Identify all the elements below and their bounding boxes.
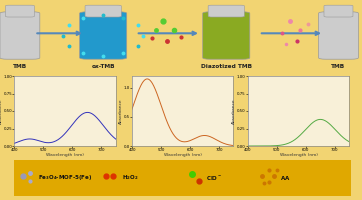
Text: $\mathbf{Fe_3O_4}$-MOF-5(Fe): $\mathbf{Fe_3O_4}$-MOF-5(Fe) (38, 173, 92, 182)
Text: $\mathbf{ClO^-}$: $\mathbf{ClO^-}$ (206, 174, 223, 182)
Y-axis label: Absorbance: Absorbance (232, 98, 236, 124)
FancyBboxPatch shape (8, 159, 358, 197)
FancyBboxPatch shape (80, 12, 127, 59)
Y-axis label: Absorbance: Absorbance (0, 98, 3, 124)
Text: TMB: TMB (13, 64, 27, 69)
X-axis label: Wavelength (nm): Wavelength (nm) (280, 153, 317, 157)
Text: Diazotized TMB: Diazotized TMB (201, 64, 252, 69)
Text: ox-TMB: ox-TMB (92, 64, 115, 69)
X-axis label: Wavelength (nm): Wavelength (nm) (164, 153, 202, 157)
Text: $\mathbf{H_2O_2}$: $\mathbf{H_2O_2}$ (122, 174, 139, 182)
FancyBboxPatch shape (203, 12, 250, 59)
FancyBboxPatch shape (208, 5, 244, 17)
FancyBboxPatch shape (319, 12, 358, 59)
X-axis label: Wavelength (nm): Wavelength (nm) (46, 153, 84, 157)
FancyBboxPatch shape (85, 5, 121, 17)
Text: TMB: TMB (331, 64, 346, 69)
Y-axis label: Absorbance: Absorbance (119, 98, 123, 124)
Text: $\mathbf{AA}$: $\mathbf{AA}$ (281, 174, 291, 182)
FancyBboxPatch shape (5, 5, 34, 17)
FancyBboxPatch shape (0, 12, 40, 59)
FancyBboxPatch shape (324, 5, 353, 17)
